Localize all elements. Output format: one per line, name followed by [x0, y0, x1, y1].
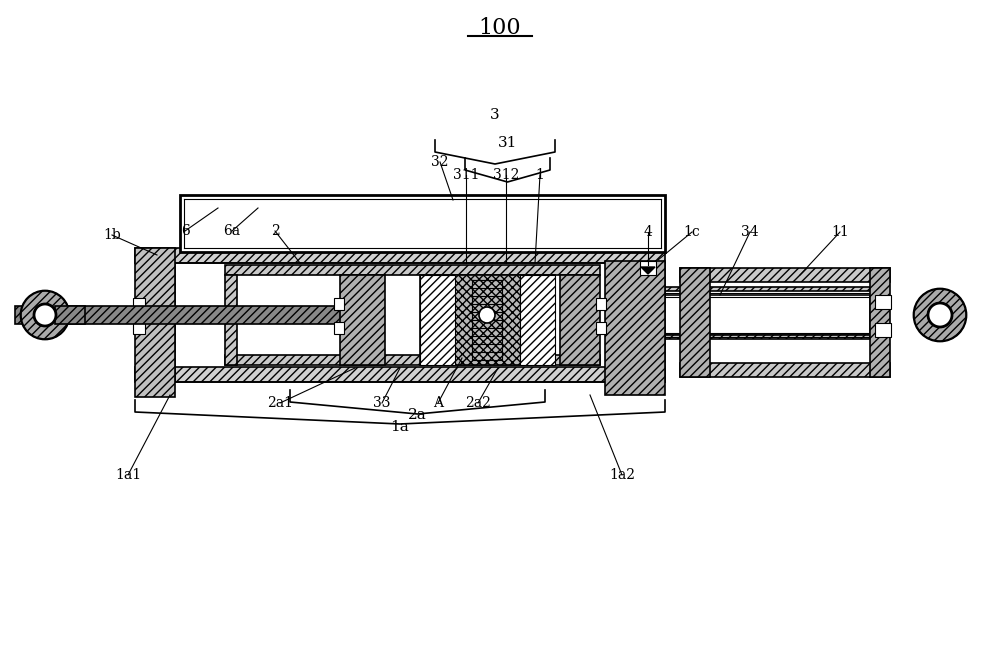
Text: 3: 3: [490, 108, 500, 122]
Bar: [175, 263, 665, 382]
Bar: [334, 322, 344, 334]
Text: 312: 312: [493, 168, 519, 182]
Bar: [180, 195, 665, 252]
Bar: [15, 306, 355, 324]
Text: 31: 31: [498, 136, 517, 150]
Text: 2a2: 2a2: [465, 396, 491, 410]
Text: 6a: 6a: [223, 224, 241, 238]
Text: 1a1: 1a1: [115, 468, 141, 482]
Bar: [596, 322, 606, 334]
Bar: [875, 295, 891, 309]
Bar: [225, 275, 237, 365]
Text: 1c: 1c: [684, 225, 700, 239]
Wedge shape: [914, 289, 966, 341]
Bar: [135, 248, 175, 397]
Wedge shape: [21, 291, 69, 339]
Bar: [680, 268, 890, 282]
Bar: [870, 268, 890, 377]
Bar: [420, 275, 455, 365]
Bar: [225, 355, 600, 365]
Bar: [420, 275, 555, 365]
Text: 34: 34: [741, 225, 759, 239]
Text: 33: 33: [373, 396, 391, 410]
Bar: [135, 248, 665, 263]
Text: 311: 311: [453, 168, 479, 182]
Bar: [133, 322, 145, 334]
Bar: [665, 295, 870, 335]
Circle shape: [914, 289, 966, 341]
Bar: [596, 298, 606, 310]
Circle shape: [21, 291, 69, 339]
Polygon shape: [641, 267, 655, 274]
Bar: [225, 265, 600, 275]
Text: 1a: 1a: [391, 420, 409, 434]
Bar: [55, 306, 85, 324]
Bar: [875, 323, 891, 337]
Text: 1: 1: [536, 168, 544, 182]
Circle shape: [479, 307, 495, 323]
Bar: [135, 367, 665, 382]
Bar: [340, 275, 385, 365]
Text: 2a: 2a: [408, 408, 427, 422]
Bar: [640, 261, 656, 275]
Text: 100: 100: [479, 17, 521, 39]
Bar: [680, 363, 890, 377]
Bar: [680, 268, 710, 377]
Text: 2a1: 2a1: [267, 396, 293, 410]
Bar: [133, 298, 145, 310]
Bar: [605, 261, 665, 395]
Text: 32: 32: [431, 155, 449, 169]
Text: 11: 11: [831, 225, 849, 239]
Bar: [472, 280, 502, 360]
Text: 4: 4: [644, 225, 652, 239]
Text: 2: 2: [271, 224, 279, 238]
Text: 6: 6: [181, 224, 189, 238]
Bar: [560, 275, 600, 365]
Bar: [665, 287, 870, 291]
Text: 1b: 1b: [103, 228, 121, 242]
Bar: [665, 335, 870, 339]
Circle shape: [34, 304, 56, 326]
Bar: [520, 275, 555, 365]
Text: A: A: [433, 396, 443, 410]
Circle shape: [928, 303, 952, 327]
Text: 1a2: 1a2: [609, 468, 635, 482]
Bar: [334, 298, 344, 310]
